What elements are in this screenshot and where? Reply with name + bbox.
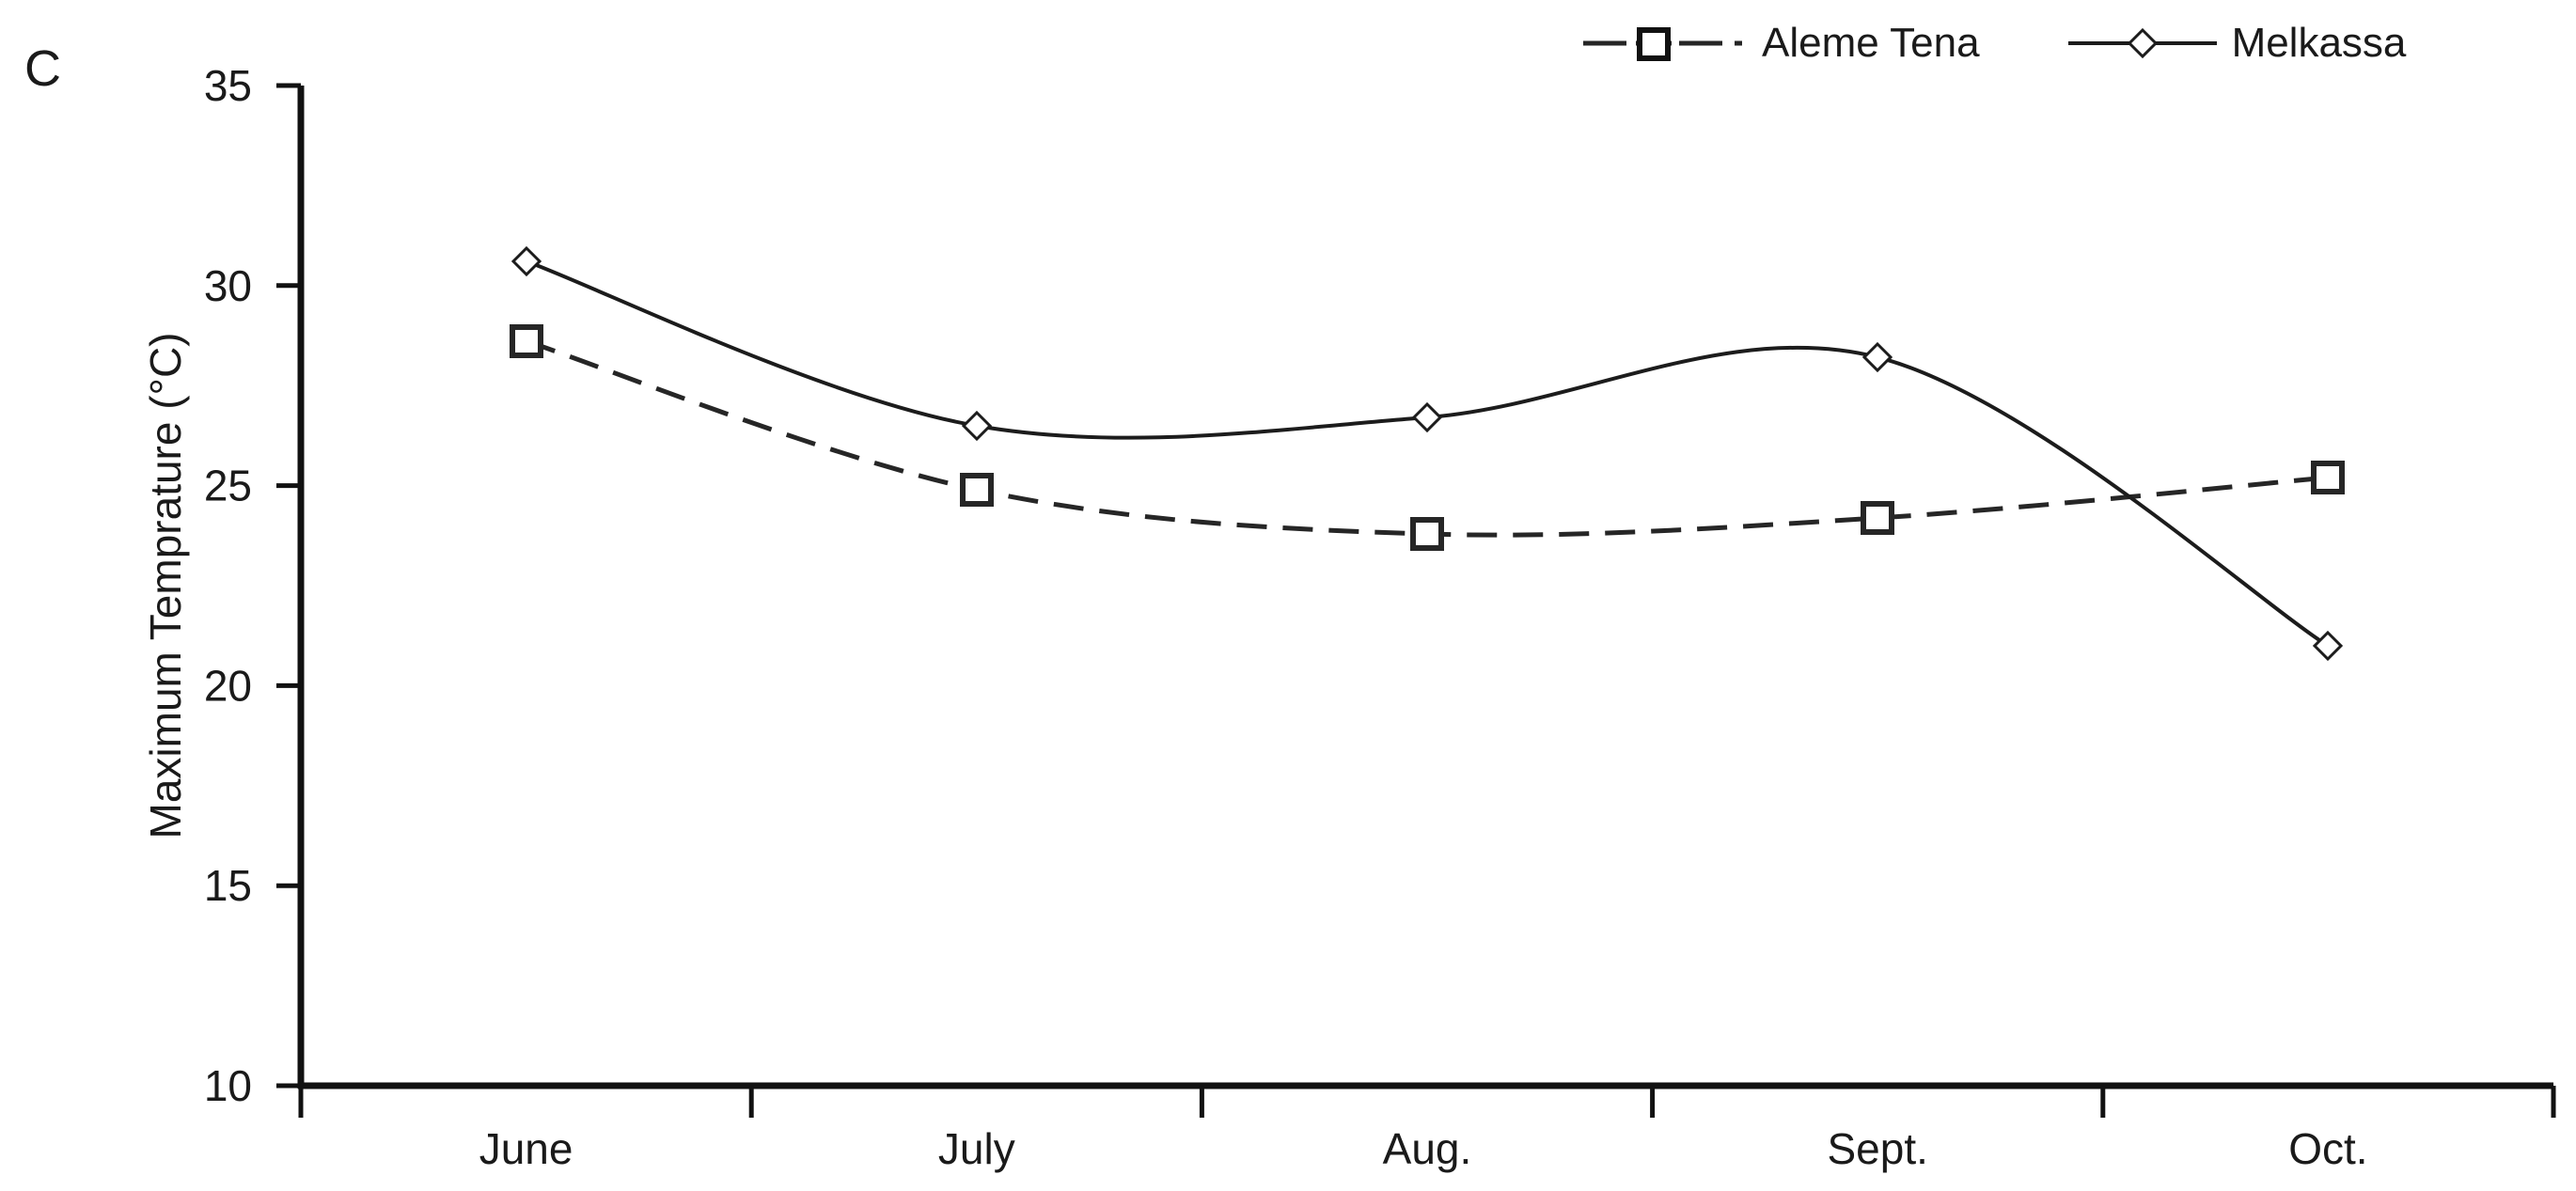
panel-label: C	[24, 40, 62, 97]
legend-item-melkassa: Melkassa	[2066, 17, 2407, 70]
series-line-melkassa	[526, 259, 2330, 648]
marker-diamond-melkassa	[510, 245, 542, 277]
solid-line-diamond-marker-icon	[2067, 27, 2217, 59]
x-tick-label: Aug.	[1383, 1124, 1472, 1173]
legend-item-aleme-tena: Aleme Tena	[1581, 17, 1980, 70]
marker-square-aleme-tena	[1410, 517, 1444, 551]
marker-diamond-melkassa	[2312, 630, 2344, 662]
legend: Aleme Tena Melkassa	[1581, 17, 2406, 70]
marker-diamond-melkassa	[961, 410, 993, 442]
marker-diamond-melkassa	[1861, 341, 1893, 373]
marker-diamond-melkassa	[1411, 401, 1443, 433]
y-tick-label: 35	[204, 61, 252, 110]
x-tick-label: Sept.	[1827, 1124, 1927, 1173]
dashed-line-square-marker-icon	[1583, 27, 1742, 61]
marker-square-aleme-tena	[1861, 501, 1894, 535]
x-tick-label: Oct.	[2288, 1124, 2367, 1173]
y-tick-label: 15	[204, 861, 252, 910]
marker-square-aleme-tena	[960, 473, 994, 507]
y-tick-label: 25	[204, 462, 252, 510]
y-tick-label: 20	[204, 661, 252, 710]
y-axis-title: Maximum Temprature (°C)	[141, 333, 190, 839]
marker-square-aleme-tena	[2311, 461, 2345, 494]
x-tick-label: June	[479, 1124, 573, 1173]
legend-label-aleme-tena: Aleme Tena	[1762, 20, 1980, 66]
x-tick-label: July	[938, 1124, 1015, 1173]
legend-label-melkassa: Melkassa	[2231, 20, 2407, 66]
marker-square-aleme-tena	[510, 324, 543, 358]
y-tick-label: 10	[204, 1061, 252, 1110]
series-line-aleme-tena	[526, 338, 2329, 538]
y-tick-label: 30	[204, 261, 252, 310]
